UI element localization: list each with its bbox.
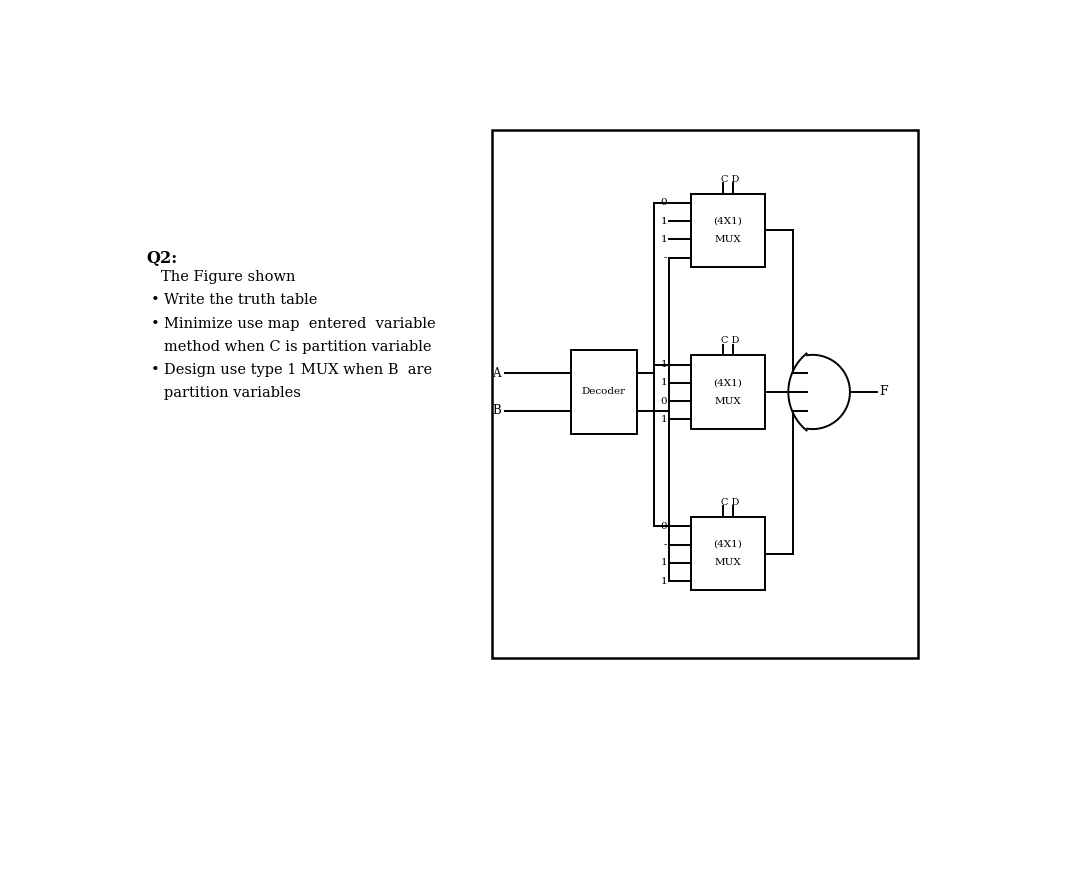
Text: Q2:: Q2: [147, 250, 178, 266]
Text: C D: C D [721, 175, 740, 183]
Text: partition variables: partition variables [164, 386, 300, 400]
Text: 0: 0 [660, 396, 667, 406]
Text: (4X1): (4X1) [714, 217, 742, 225]
Text: •: • [150, 362, 159, 377]
Text: 1: 1 [660, 415, 667, 424]
Text: MUX: MUX [715, 235, 741, 244]
Text: MUX: MUX [715, 559, 741, 567]
Text: 1: 1 [660, 235, 667, 244]
Text: -: - [663, 540, 667, 549]
Bar [691, 517, 765, 590]
Text: method when C is partition variable: method when C is partition variable [164, 340, 431, 354]
Text: -: - [663, 253, 667, 262]
Text: 1: 1 [660, 360, 667, 369]
Text: 1: 1 [660, 559, 667, 567]
Text: 1: 1 [660, 217, 667, 225]
Bar [491, 130, 918, 657]
Text: C D: C D [721, 498, 740, 507]
Text: 0: 0 [660, 198, 667, 208]
Text: C D: C D [721, 336, 740, 345]
Text: MUX: MUX [715, 396, 741, 406]
Text: •: • [150, 317, 159, 331]
Text: B: B [492, 404, 501, 417]
Text: F: F [879, 386, 888, 398]
Bar [571, 349, 637, 435]
Text: Write the truth table: Write the truth table [164, 293, 318, 307]
Bar [691, 355, 765, 429]
Text: 0: 0 [660, 522, 667, 531]
Text: (4X1): (4X1) [714, 540, 742, 549]
Bar [691, 194, 765, 267]
Text: Minimize use map  entered  variable: Minimize use map entered variable [164, 317, 435, 331]
Text: •: • [150, 293, 159, 307]
Text: (4X1): (4X1) [714, 378, 742, 388]
Text: Design use type 1 MUX when B  are: Design use type 1 MUX when B are [164, 362, 432, 377]
Text: A: A [492, 367, 501, 380]
Text: 1: 1 [660, 378, 667, 388]
Text: The Figure shown: The Figure shown [161, 271, 295, 285]
Text: Decoder: Decoder [582, 388, 626, 396]
Text: 1: 1 [660, 576, 667, 586]
